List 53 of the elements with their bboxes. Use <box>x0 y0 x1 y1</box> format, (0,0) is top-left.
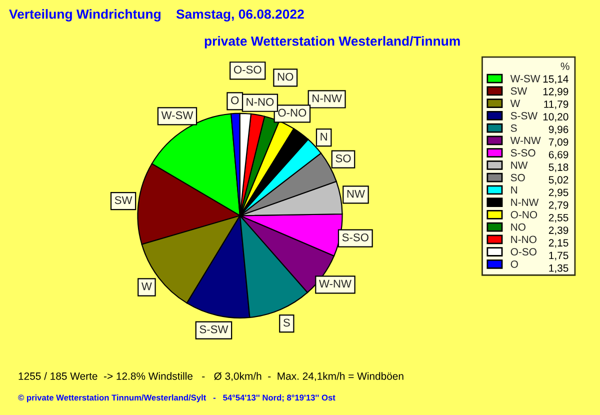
data-label: 5,18 <box>548 164 568 172</box>
legend-label: SO <box>510 174 525 182</box>
data-label: 15,14 <box>543 75 568 84</box>
slice-label: S-SO <box>342 233 368 242</box>
slice-label: W-SW <box>161 111 194 120</box>
data-label: 9,96 <box>548 126 568 134</box>
text: © private Wetterstation Tinnum/Westerland/Sylt - 54°54'13'' Nord; 8°19'13'' Ost <box>18 394 336 402</box>
legend-label: NO <box>511 223 526 231</box>
legend-label: N-NW <box>511 198 539 206</box>
data-label: 11,79 <box>544 100 568 110</box>
data-label: 5,02 <box>548 176 568 185</box>
data-label: 1,75 <box>549 252 568 260</box>
data-label: 2,55 <box>548 214 568 223</box>
data-label: 2,39 <box>548 226 568 236</box>
legend-label: W-SW <box>510 74 540 82</box>
slice-label: W <box>142 282 152 290</box>
legend-title: % <box>560 62 570 70</box>
data-label: 2,95 <box>548 188 568 198</box>
legend-label: SW <box>510 87 528 95</box>
text: 1255 / 185 Werte -> 12.8% Windstille - Ø 3,0km/h - Max. 24,1km/h = Windböen <box>18 372 404 382</box>
legend-label: N <box>511 186 518 194</box>
legend-label: W <box>510 100 520 107</box>
legend-label: W-NW <box>510 136 541 144</box>
chart-title: Verteilung Windrichtung Samstag, 06.08.2022 <box>9 9 304 22</box>
slice-label: W-NW <box>319 280 352 288</box>
data-label: 7,09 <box>548 138 568 147</box>
slice-label: SO <box>336 154 351 162</box>
legend-label: S-SO <box>510 149 536 157</box>
slice-label: S <box>283 318 290 327</box>
slice-label: O-NO <box>278 108 306 117</box>
legend-label: O-NO <box>510 211 538 218</box>
chart-subtitle: private Wetterstation Westerland/Tinnum <box>204 36 460 48</box>
slice-label: S-SW <box>200 325 228 334</box>
slice-label: N <box>320 132 327 140</box>
slice-label: N-NO <box>246 98 274 106</box>
slice-label: SW <box>114 196 132 204</box>
data-label: 1,35 <box>549 264 568 273</box>
category-label: O-SO <box>234 66 262 74</box>
legend-label: N-NO <box>511 236 536 244</box>
data-label: 10,20 <box>543 113 568 122</box>
slice-label: NW <box>347 190 365 198</box>
slice-label: NO <box>278 72 294 81</box>
slice-label: N-NW <box>312 94 342 102</box>
legend-label: S <box>510 124 517 132</box>
legend-label: O-SO <box>510 248 536 256</box>
legend-label: O <box>510 260 518 268</box>
slice-label: O <box>231 96 239 104</box>
data-label: 2,15 <box>548 239 568 248</box>
legend-label: S-SW <box>510 112 538 120</box>
data-label: 2,79 <box>548 201 568 210</box>
legend-label: NW <box>511 162 528 169</box>
data-label: 12,99 <box>543 88 568 97</box>
data-label: 6,69 <box>548 150 568 160</box>
